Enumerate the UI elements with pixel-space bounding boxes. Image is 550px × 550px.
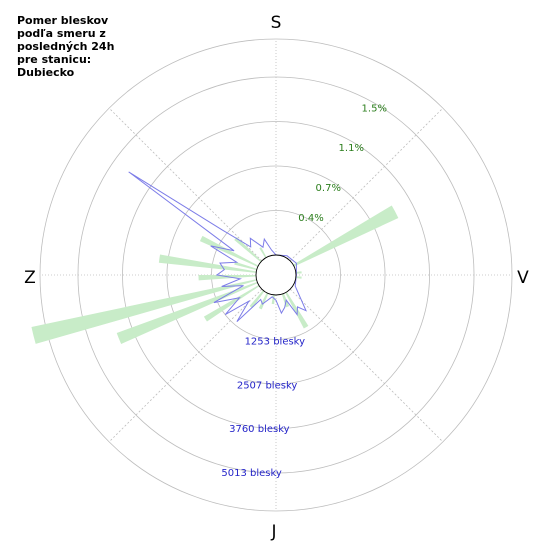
percent-bar-3 — [295, 276, 302, 279]
count-tick-label-2: 2507 blesky — [237, 380, 298, 391]
percent-bar-2 — [295, 271, 302, 274]
grid-ring-3 — [122, 121, 430, 429]
grid-ring-4 — [77, 76, 475, 474]
grid-ring-outer — [39, 38, 513, 512]
percent-bar-6 — [271, 294, 275, 305]
percent-tick-labels: 0.4% 0.7% 1.1% 1.5% — [298, 103, 387, 224]
percent-bars — [31, 205, 399, 344]
percent-bar-17 — [259, 247, 267, 259]
grid-rings — [39, 38, 513, 512]
percent-bar-13 — [158, 254, 257, 273]
direction-left: Z — [24, 268, 36, 288]
percent-bar-5 — [281, 293, 290, 308]
percent-bar-8 — [249, 290, 265, 309]
grid-spoke-315 — [108, 107, 263, 262]
percent-bar-9 — [203, 285, 260, 322]
percent-tick-label-1: 0.4% — [298, 213, 323, 224]
percent-bar-16 — [234, 237, 262, 263]
percent-bar-11 — [31, 279, 257, 344]
count-tick-label-1: 1253 blesky — [245, 337, 306, 348]
percent-bar-7 — [258, 292, 269, 310]
count-tick-labels: 1253 blesky 2507 blesky 3760 blesky 5013 bl… — [221, 337, 305, 480]
direction-right: V — [517, 268, 529, 288]
count-tick-label-4: 5013 blesky — [221, 468, 282, 479]
grid-spoke-225 — [108, 288, 263, 443]
center-circle — [255, 254, 297, 296]
count-tick-label-3: 3760 blesky — [229, 424, 290, 435]
percent-tick-label-3: 1.1% — [339, 143, 364, 154]
percent-bar-15 — [199, 235, 259, 267]
direction-top: S — [271, 13, 282, 33]
chart-title: Pomer bleskov podľa smeru z posledných 2… — [17, 14, 115, 79]
grid-spoke-135 — [289, 288, 444, 443]
percent-bar-1 — [293, 205, 399, 267]
grid-spokes — [40, 39, 512, 511]
grid-ring-2 — [166, 165, 386, 385]
percent-bar-4 — [285, 291, 309, 329]
direction-bottom: J — [270, 522, 276, 542]
percent-tick-label-4: 1.5% — [362, 103, 387, 114]
percent-tick-label-2: 0.7% — [316, 183, 341, 194]
percent-bar-14 — [234, 261, 257, 271]
percent-bar-12 — [198, 275, 257, 281]
count-line — [128, 171, 307, 322]
grid-spoke-45 — [289, 107, 444, 262]
